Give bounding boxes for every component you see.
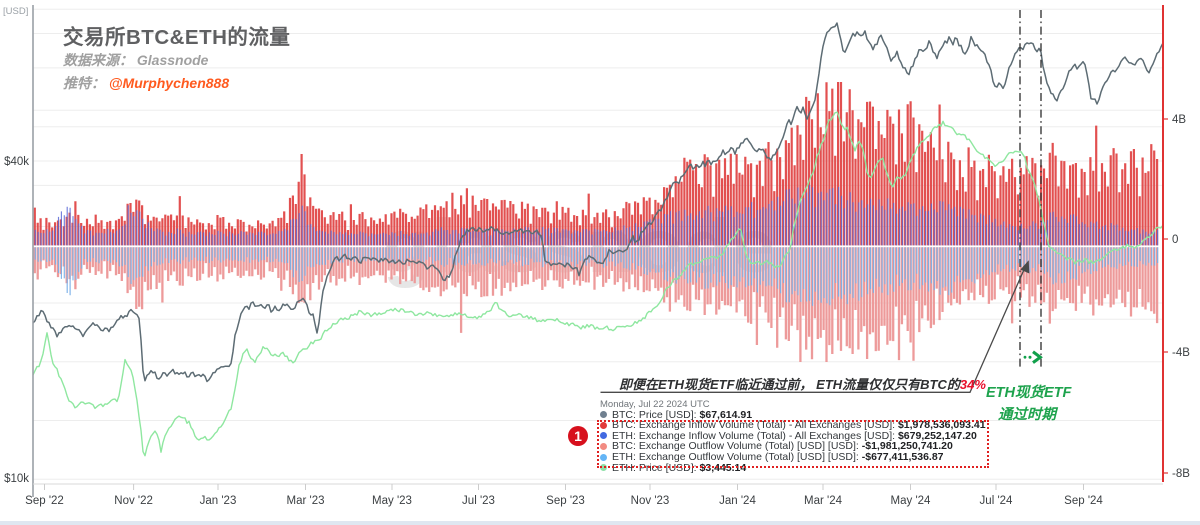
svg-text:$10k: $10k [4,473,29,485]
svg-text:0: 0 [1172,234,1178,246]
svg-text:-4B: -4B [1172,347,1190,359]
svg-text:Jul '23: Jul '23 [462,495,495,507]
svg-text:May '24: May '24 [891,495,932,507]
svg-text:Sep '24: Sep '24 [1064,495,1103,507]
svg-text:Sep '23: Sep '23 [546,495,585,507]
svg-text:May '23: May '23 [372,495,412,507]
svg-text:Jan '24: Jan '24 [719,495,756,507]
svg-text:-8B: -8B [1172,468,1190,480]
svg-text:Mar '24: Mar '24 [804,495,843,507]
svg-text:Jan '23: Jan '23 [200,495,237,507]
svg-text:$40k: $40k [4,156,29,168]
svg-text:Nov '23: Nov '23 [631,495,670,507]
svg-text:Nov '22: Nov '22 [114,495,153,507]
svg-text:Sep '22: Sep '22 [25,495,64,507]
svg-text:Mar '23: Mar '23 [287,495,325,507]
svg-text:[USD]: [USD] [3,6,28,17]
svg-text:Jul '24: Jul '24 [980,495,1013,507]
svg-text:4B: 4B [1172,114,1186,126]
